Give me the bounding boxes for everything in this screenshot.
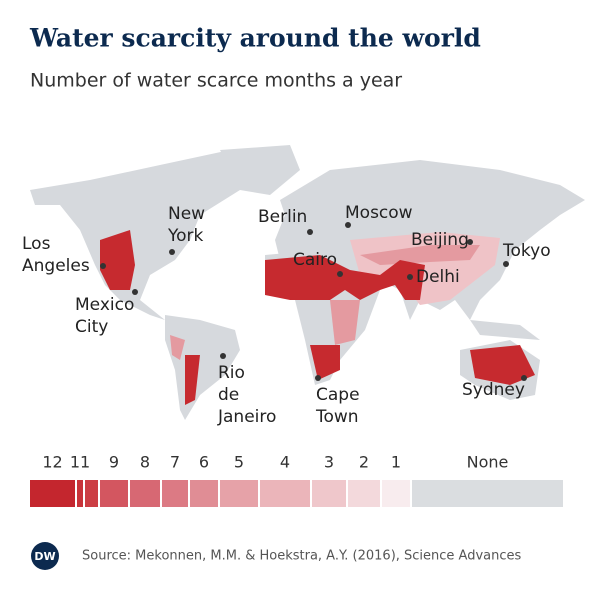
city-dot xyxy=(467,239,473,245)
city-label: Mexico xyxy=(75,295,134,315)
city-label: Cape xyxy=(316,385,360,405)
city-dot xyxy=(407,274,413,280)
city-dot xyxy=(132,289,138,295)
legend-swatch xyxy=(77,480,83,507)
city-dot xyxy=(521,375,527,381)
legend-label: 8 xyxy=(140,453,150,472)
city-dot xyxy=(503,261,509,267)
city-label: New xyxy=(168,204,205,224)
legend-label: 9 xyxy=(109,453,119,472)
city-label: Sydney xyxy=(462,380,525,400)
source: Source: Mekonnen, M.M. & Hoekstra, A.Y. … xyxy=(82,549,522,564)
logo-circle xyxy=(31,542,59,570)
city-dot xyxy=(315,375,321,381)
city-label: Rio xyxy=(218,363,245,383)
legend-swatch xyxy=(260,480,310,507)
legend-label: 11 xyxy=(70,453,90,472)
city-label: Angeles xyxy=(22,256,90,276)
legend-label: 3 xyxy=(324,453,334,472)
legend-label: 5 xyxy=(234,453,244,472)
city-label: Tokyo xyxy=(502,241,551,261)
title: Water scarcity around the world xyxy=(29,24,481,53)
legend-label: 6 xyxy=(199,453,209,472)
logo: DW xyxy=(34,550,55,563)
legend-label: 7 xyxy=(170,453,180,472)
legend-swatch xyxy=(312,480,346,507)
city-label: Cairo xyxy=(293,250,337,270)
legend-label: 2 xyxy=(359,453,369,472)
legend-swatch xyxy=(130,480,160,507)
city-dot xyxy=(100,263,106,269)
legend-label: 12 xyxy=(42,453,62,472)
legend-swatch xyxy=(382,480,410,507)
legend-swatch xyxy=(162,480,188,507)
city-dot xyxy=(307,229,313,235)
city-dot xyxy=(169,249,175,255)
city-dot xyxy=(220,353,226,359)
city-label: Beijing xyxy=(411,230,469,250)
legend-swatch xyxy=(348,480,380,507)
city-label: de xyxy=(218,385,239,405)
city-label: York xyxy=(167,226,204,246)
legend-label: 1 xyxy=(391,453,401,472)
legend-swatch xyxy=(30,480,75,507)
city-label: Moscow xyxy=(345,203,413,223)
legend-swatch xyxy=(412,480,563,507)
world-map xyxy=(30,145,585,420)
legend-label: 4 xyxy=(280,453,290,472)
city-label: Berlin xyxy=(258,207,307,227)
city-dot xyxy=(337,271,343,277)
city-label: Los xyxy=(22,234,51,254)
city-label: Town xyxy=(315,407,359,427)
legend-swatch xyxy=(190,480,218,507)
city-label: Janeiro xyxy=(217,407,276,427)
subtitle: Number of water scarce months a year xyxy=(30,70,402,92)
legend-swatch xyxy=(100,480,128,507)
legend-swatch xyxy=(85,480,98,507)
legend-label: None xyxy=(467,453,509,472)
city-dot xyxy=(345,222,351,228)
city-label: Delhi xyxy=(416,267,460,287)
legend-swatch xyxy=(220,480,258,507)
city-label: City xyxy=(75,317,108,337)
